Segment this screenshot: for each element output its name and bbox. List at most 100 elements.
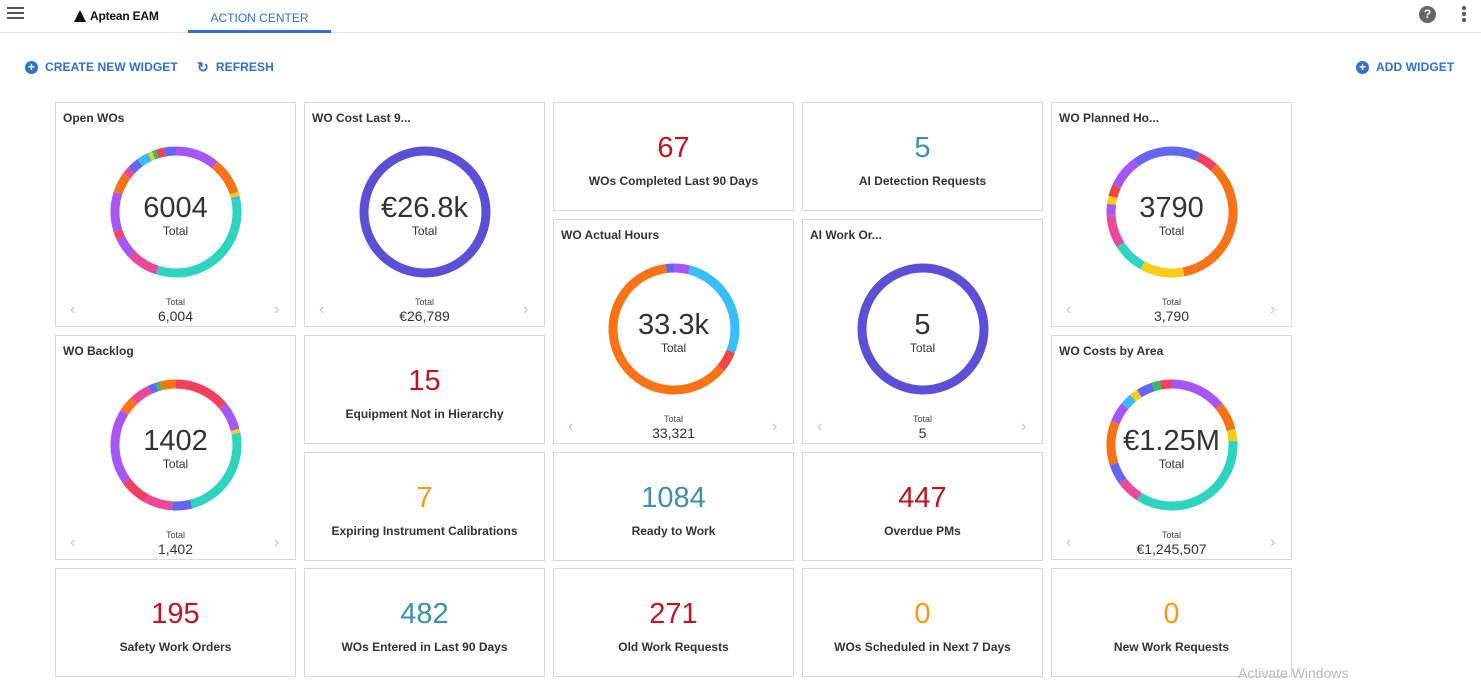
- kpi-label: AI Detection Requests: [803, 174, 1042, 188]
- widget-ai-detection-requests[interactable]: 5 AI Detection Requests: [802, 102, 1043, 211]
- footer-total-value: 3,790: [1052, 308, 1291, 324]
- donut-segment[interactable]: [1161, 384, 1172, 385]
- donut-segment[interactable]: [1123, 481, 1140, 497]
- donut-segment[interactable]: [176, 151, 215, 165]
- next-page-icon[interactable]: ›: [274, 301, 279, 319]
- kpi-value: 195: [56, 598, 295, 630]
- donut-segment[interactable]: [147, 498, 173, 505]
- donut-segment[interactable]: [1136, 151, 1172, 163]
- donut-segment[interactable]: [172, 504, 191, 506]
- donut-segment[interactable]: [1143, 265, 1184, 273]
- kpi-label: Overdue PMs: [803, 524, 1042, 538]
- donut-segment[interactable]: [1172, 384, 1219, 406]
- donut-segment[interactable]: [1139, 387, 1153, 394]
- more-options-icon[interactable]: [1461, 6, 1467, 23]
- refresh-button[interactable]: ↻ REFRESH: [197, 58, 274, 76]
- donut-segment[interactable]: [161, 384, 176, 386]
- kpi-value: 5: [803, 132, 1042, 164]
- donut-segment[interactable]: [1117, 163, 1136, 186]
- donut-segment[interactable]: [134, 390, 150, 401]
- donut-segment[interactable]: [157, 386, 161, 387]
- brand-name: Aptean EAM: [90, 9, 159, 23]
- menu-icon[interactable]: [7, 7, 24, 21]
- footer-total-value: 1,402: [56, 541, 295, 557]
- donut-segment[interactable]: [674, 268, 689, 270]
- kpi-label: WOs Entered in Last 90 Days: [305, 640, 544, 654]
- footer-total-label: Total: [1052, 530, 1291, 540]
- kpi-value: 271: [554, 598, 793, 630]
- donut-segment[interactable]: [1172, 151, 1198, 157]
- widget-wos-scheduled[interactable]: 0 WOs Scheduled in Next 7 Days: [802, 568, 1043, 677]
- donut-segment[interactable]: [1133, 393, 1139, 398]
- next-page-icon[interactable]: ›: [274, 534, 279, 552]
- donut-segment[interactable]: [1125, 398, 1133, 406]
- add-widget-button[interactable]: + ADD WIDGET: [1356, 58, 1454, 76]
- donut-segment[interactable]: [127, 481, 147, 499]
- kpi-label: Expiring Instrument Calibrations: [305, 524, 544, 538]
- donut-segment[interactable]: [150, 155, 154, 157]
- donut-segment[interactable]: [154, 154, 158, 155]
- donut-segment[interactable]: [121, 238, 132, 254]
- next-page-icon[interactable]: ›: [1021, 418, 1026, 436]
- donut-segment[interactable]: [1153, 385, 1160, 387]
- brand-logo[interactable]: Aptean EAM: [74, 8, 159, 24]
- donut-segment[interactable]: [1115, 406, 1125, 422]
- donut-segment[interactable]: [165, 151, 176, 152]
- kpi-value: 0: [1052, 598, 1291, 630]
- tab-action-center[interactable]: ACTION CENTER: [188, 0, 331, 33]
- donut-total-label: Total: [803, 341, 1042, 355]
- donut-segment[interactable]: [140, 157, 150, 163]
- donut-segment[interactable]: [127, 170, 132, 176]
- add-circle-icon: +: [25, 61, 38, 74]
- donut-segment[interactable]: [132, 254, 158, 270]
- donut-segment[interactable]: [124, 401, 134, 413]
- previous-page-icon[interactable]: ‹: [70, 301, 75, 319]
- next-page-icon[interactable]: ›: [1270, 301, 1275, 319]
- donut-segment[interactable]: [150, 387, 157, 390]
- previous-page-icon[interactable]: ‹: [1066, 534, 1071, 552]
- kpi-value: 0: [803, 598, 1042, 630]
- donut-segment[interactable]: [118, 176, 127, 193]
- donut-segment[interactable]: [215, 165, 234, 193]
- donut-segment[interactable]: [1198, 157, 1214, 168]
- donut-segment[interactable]: [1120, 245, 1142, 266]
- footer-total-value: 33,321: [554, 425, 793, 441]
- donut-total-value: €1.25M: [1052, 426, 1291, 456]
- previous-page-icon[interactable]: ‹: [1066, 301, 1071, 319]
- donut-center: 6004 Total: [56, 193, 295, 238]
- donut-total-value: €26.8k: [305, 193, 544, 223]
- previous-page-icon[interactable]: ‹: [568, 418, 573, 436]
- kpi-label: WOs Scheduled in Next 7 Days: [803, 640, 1042, 654]
- previous-page-icon[interactable]: ‹: [70, 534, 75, 552]
- donut-segment[interactable]: [176, 384, 223, 406]
- next-page-icon[interactable]: ›: [523, 301, 528, 319]
- next-page-icon[interactable]: ›: [1270, 534, 1275, 552]
- donut-center: €26.8k Total: [305, 193, 544, 238]
- kpi-label: Ready to Work: [554, 524, 793, 538]
- next-page-icon[interactable]: ›: [772, 418, 777, 436]
- donut-total-label: Total: [554, 341, 793, 355]
- previous-page-icon[interactable]: ‹: [319, 301, 324, 319]
- previous-page-icon[interactable]: ‹: [817, 418, 822, 436]
- windows-activation-watermark: Activate Windows: [1238, 665, 1348, 681]
- donut-segment[interactable]: [157, 152, 164, 154]
- create-new-widget-button[interactable]: + CREATE NEW WIDGET: [25, 58, 178, 76]
- help-icon[interactable]: ?: [1419, 6, 1436, 23]
- donut-segment[interactable]: [132, 163, 141, 171]
